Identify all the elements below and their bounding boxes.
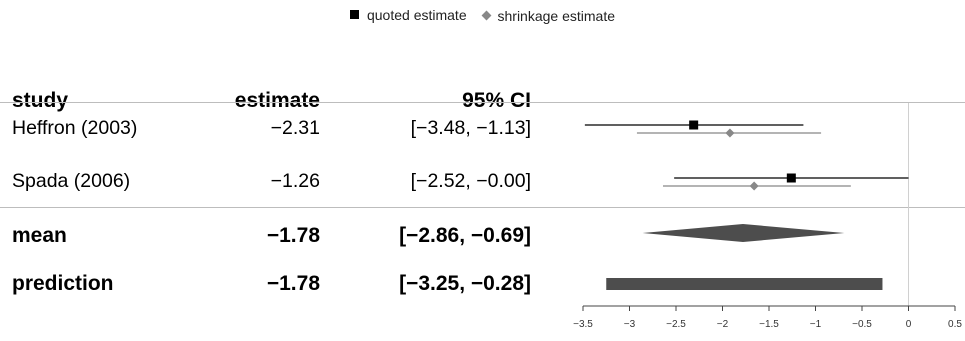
legend-item-quoted: quoted estimate (349, 6, 467, 23)
row-ci: [−3.48, −1.13] (410, 117, 531, 139)
header-estimate: estimate (234, 89, 320, 112)
x-tick-label: −1 (810, 319, 822, 330)
quoted-estimate-point (786, 173, 796, 183)
mean-diamond (642, 224, 845, 242)
shrinkage-estimate-point (725, 128, 735, 138)
legend-label-shrinkage: shrinkage estimate (497, 7, 616, 24)
x-tick-label: −0.5 (852, 319, 872, 330)
row-estimate: −1.26 (270, 170, 320, 192)
header-divider (0, 102, 965, 103)
forest-table: study estimate 95% CI Heffron (2003) −2.… (12, 89, 531, 295)
header-study: study (12, 89, 69, 112)
row-ci: [−2.52, −0.00] (410, 170, 531, 192)
x-tick-label: −3 (624, 319, 636, 330)
x-tick-label: −2 (717, 319, 729, 330)
prediction-interval-bar (606, 278, 883, 290)
prediction-estimate: −1.78 (266, 272, 320, 295)
row-estimate: −2.31 (270, 117, 320, 139)
legend-item-shrinkage: shrinkage estimate (477, 7, 616, 24)
legend-label-quoted: quoted estimate (366, 6, 467, 23)
x-tick-label: −2.5 (666, 319, 686, 330)
mean-estimate: −1.78 (266, 224, 320, 247)
x-tick-label: −1.5 (759, 319, 779, 330)
header-ci: 95% CI (462, 89, 531, 112)
row-study-label: Heffron (2003) (12, 117, 138, 139)
mean-label: mean (12, 224, 67, 247)
shrinkage-estimate-point (749, 181, 759, 191)
legend: quoted estimate shrinkage estimate (0, 6, 965, 24)
prediction-ci: [−3.25, −0.28] (399, 272, 531, 295)
square-marker-icon (349, 10, 359, 19)
row-study-label: Spada (2006) (12, 170, 131, 192)
x-tick-label: 0.5 (948, 319, 962, 330)
x-tick-label: −3.5 (573, 319, 593, 330)
mean-ci: [−2.86, −0.69] (399, 224, 531, 247)
summary-divider (0, 207, 965, 208)
prediction-label: prediction (12, 272, 114, 295)
quoted-estimate-point (689, 120, 699, 130)
x-tick-label: 0 (906, 319, 912, 330)
